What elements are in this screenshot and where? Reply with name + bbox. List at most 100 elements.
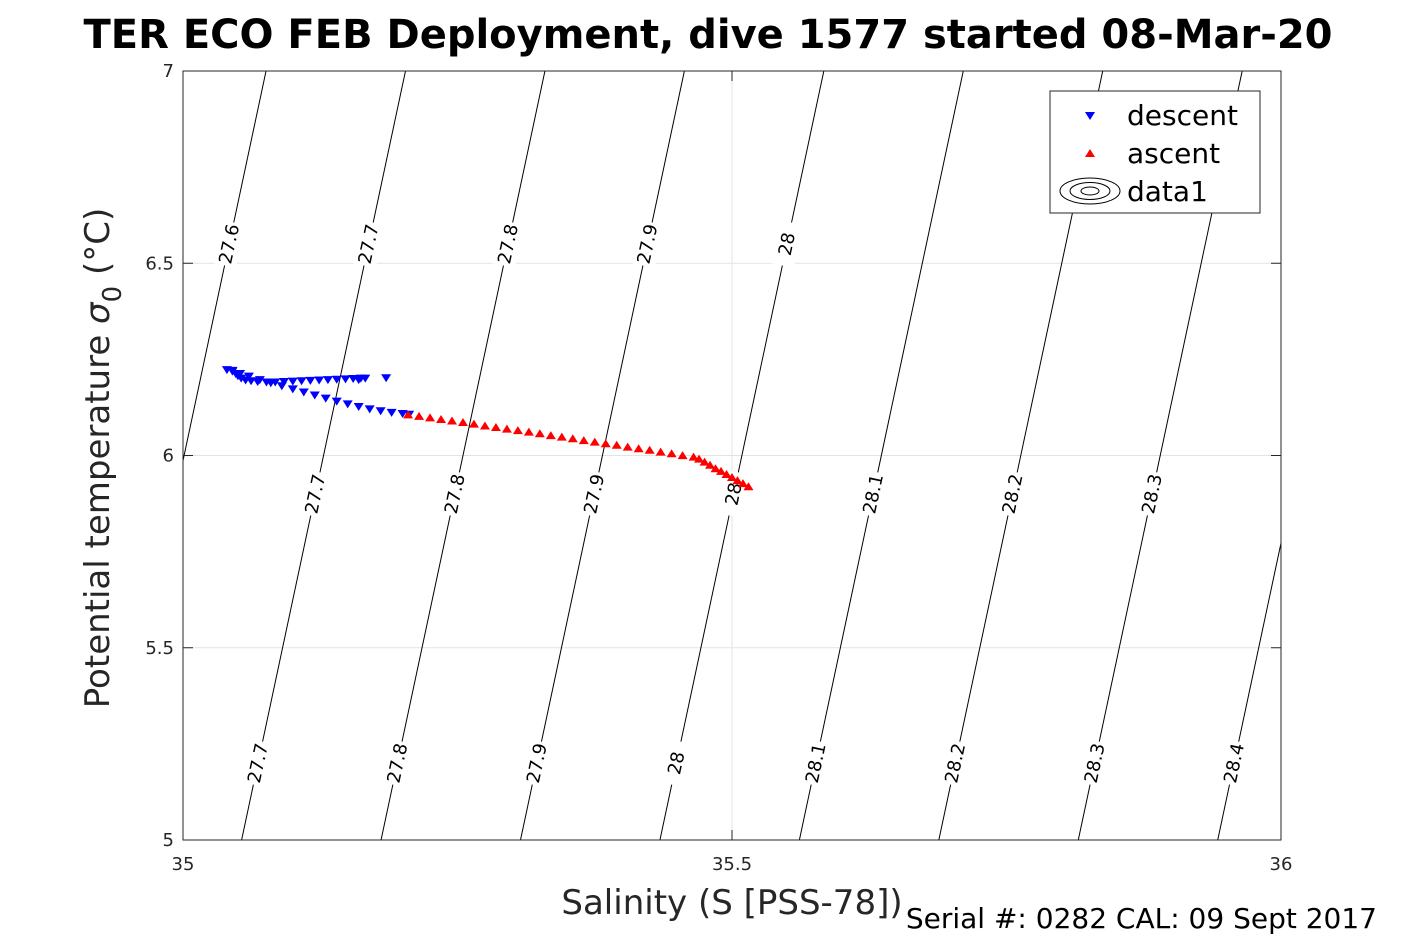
- descent-point: [309, 391, 320, 400]
- ascent-point: [578, 436, 589, 445]
- legend-box: [1049, 90, 1261, 214]
- serial-calibration-note: Serial #: 0282 CAL: 09 Sept 2017: [906, 902, 1377, 935]
- ascent-point: [567, 434, 578, 443]
- ascent-point: [732, 476, 743, 485]
- ascent-point: [534, 429, 545, 438]
- descent-point: [342, 400, 353, 409]
- legend-descent-marker: [1085, 112, 1095, 120]
- descent-point: [287, 377, 298, 386]
- descent-point: [314, 376, 325, 385]
- contour-label-gap: [1135, 469, 1169, 518]
- contour-label-gap: [660, 739, 693, 788]
- descent-point: [386, 408, 397, 417]
- legend-descent-label: descent: [1127, 99, 1238, 132]
- ascent-point: [479, 421, 490, 430]
- contour-label-gap: [770, 220, 804, 269]
- y-axis-label-sigma: σ: [78, 301, 118, 324]
- contour-label-gap: [996, 469, 1029, 518]
- y-tick-label: 5: [163, 830, 174, 851]
- ascent-point: [699, 457, 710, 466]
- isopycnal-line: [380, 71, 546, 840]
- isopycnal-line: [520, 71, 685, 840]
- contour-label-gap: [1217, 739, 1251, 788]
- descent-point: [287, 385, 298, 394]
- ascent-point: [490, 423, 501, 432]
- descent-point: [331, 397, 342, 406]
- legend-contour-icon: [1059, 177, 1121, 205]
- x-tick-label: 36: [1270, 854, 1293, 875]
- ascent-point: [600, 439, 611, 448]
- ascent-point: [743, 482, 754, 491]
- descent-point: [364, 405, 375, 414]
- descent-point: [353, 403, 364, 412]
- y-tick-label: 6: [163, 446, 174, 467]
- ascent-point: [512, 426, 523, 435]
- contour-label-gap: [491, 220, 525, 269]
- contour-label-gap: [212, 220, 246, 269]
- x-tick-label: 35.5: [712, 854, 752, 875]
- ascent-point: [721, 469, 732, 478]
- ascent-point: [436, 414, 447, 423]
- contour-label-gap: [438, 469, 472, 518]
- ascent-point: [501, 424, 512, 433]
- y-axis-label-main: Potential temperature: [78, 324, 118, 708]
- descent-point: [340, 375, 351, 384]
- descent-point: [279, 378, 290, 387]
- contour-label-gap: [856, 469, 890, 518]
- descent-point: [254, 376, 265, 385]
- y-tick-label: 6.5: [145, 253, 174, 274]
- y-axis-label-unit: (°C): [78, 208, 118, 286]
- contour-label-gap: [577, 469, 611, 518]
- ascent-point: [447, 416, 458, 425]
- ascent-point: [727, 473, 737, 482]
- ascent-point: [655, 447, 666, 456]
- isopycnal-line: [241, 71, 406, 840]
- legend-data1-label: data1: [1127, 175, 1208, 208]
- y-tick-label: 5.5: [145, 638, 174, 659]
- series-ascent: [403, 410, 754, 491]
- axis-ticks: 35 35.5 36 5 5.5 6 6.5 7: [145, 61, 1292, 875]
- legend-ascent-marker: [1085, 149, 1095, 157]
- descent-point: [265, 379, 276, 388]
- ascent-point: [403, 410, 414, 419]
- descent-point: [227, 366, 238, 375]
- descent-point: [276, 382, 287, 391]
- legend-ascent-label: ascent: [1127, 137, 1220, 170]
- contour-label-gap: [299, 469, 332, 518]
- y-axis-label-sub: 0: [98, 286, 128, 303]
- ascent-point: [523, 427, 534, 436]
- data-series: [221, 366, 754, 491]
- contour-label: 28: [775, 231, 800, 258]
- contour-label-gap: [938, 739, 972, 788]
- series-descent: [221, 366, 415, 419]
- ascent-point: [705, 460, 716, 469]
- ascent-point: [644, 445, 655, 454]
- ascent-point: [716, 466, 727, 475]
- contour-label-gap: [1078, 739, 1111, 788]
- ascent-point: [694, 454, 705, 463]
- contour-label-gap: [631, 220, 664, 269]
- descent-point: [381, 374, 392, 383]
- descent-point: [320, 394, 331, 403]
- ascent-point: [468, 419, 479, 428]
- x-axis-label: Salinity (S [PSS-78]): [561, 883, 902, 923]
- descent-point: [296, 377, 307, 386]
- ascent-point: [737, 479, 748, 488]
- ascent-point: [425, 413, 436, 422]
- descent-point: [322, 376, 333, 385]
- contour-label-gap: [799, 739, 833, 788]
- isopycnal-line: [1217, 540, 1281, 840]
- descent-point: [331, 375, 342, 384]
- descent-point: [375, 407, 386, 416]
- y-tick-label: 7: [163, 61, 174, 82]
- contour-label-gap: [381, 739, 414, 788]
- chart-title: TER ECO FEB Deployment, dive 1577 starte…: [83, 12, 1332, 58]
- ascent-point: [414, 411, 425, 420]
- descent-point: [298, 388, 309, 397]
- x-tick-label: 35: [172, 854, 195, 875]
- descent-point: [243, 372, 254, 381]
- legend: descent ascent data1: [1049, 90, 1261, 214]
- ascent-point: [666, 449, 677, 458]
- ascent-point: [457, 418, 468, 427]
